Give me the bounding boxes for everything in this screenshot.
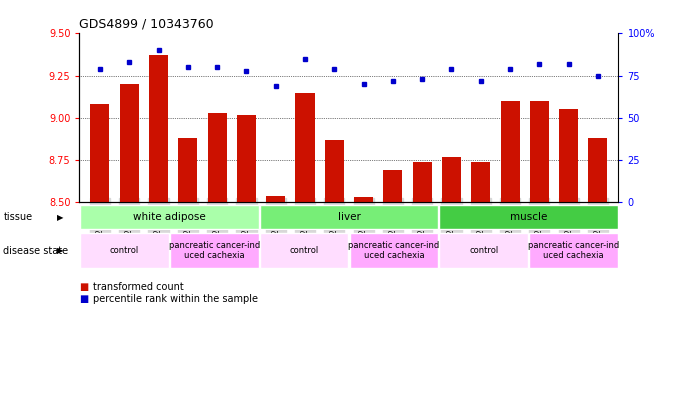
Bar bbox=[500, 101, 520, 202]
Bar bbox=[325, 140, 344, 202]
Bar bbox=[120, 84, 139, 202]
Text: pancreatic cancer-ind
uced cachexia: pancreatic cancer-ind uced cachexia bbox=[528, 241, 619, 260]
Bar bbox=[260, 205, 438, 230]
Text: ■: ■ bbox=[79, 294, 88, 304]
Bar bbox=[350, 233, 438, 268]
Bar bbox=[529, 233, 618, 268]
Bar bbox=[530, 101, 549, 202]
Text: disease state: disease state bbox=[3, 246, 68, 255]
Bar bbox=[207, 113, 227, 202]
Bar bbox=[170, 233, 258, 268]
Bar bbox=[559, 109, 578, 202]
Text: percentile rank within the sample: percentile rank within the sample bbox=[93, 294, 258, 304]
Bar bbox=[237, 114, 256, 202]
Text: ▶: ▶ bbox=[57, 213, 63, 222]
Text: ■: ■ bbox=[79, 282, 88, 292]
Text: liver: liver bbox=[337, 212, 361, 222]
Text: pancreatic cancer-ind
uced cachexia: pancreatic cancer-ind uced cachexia bbox=[169, 241, 260, 260]
Text: white adipose: white adipose bbox=[133, 212, 206, 222]
Bar bbox=[589, 138, 607, 202]
Text: control: control bbox=[469, 246, 498, 255]
Text: muscle: muscle bbox=[510, 212, 547, 222]
Bar bbox=[149, 55, 168, 202]
Text: transformed count: transformed count bbox=[93, 282, 184, 292]
Bar bbox=[354, 197, 373, 202]
Text: control: control bbox=[110, 246, 139, 255]
Bar bbox=[471, 162, 491, 202]
Bar bbox=[80, 205, 258, 230]
Bar bbox=[260, 233, 348, 268]
Text: ▶: ▶ bbox=[57, 246, 63, 255]
Text: GDS4899 / 10343760: GDS4899 / 10343760 bbox=[79, 18, 214, 31]
Text: tissue: tissue bbox=[3, 212, 32, 222]
Bar bbox=[296, 92, 314, 202]
Bar bbox=[439, 205, 618, 230]
Bar bbox=[91, 105, 109, 202]
Bar bbox=[442, 157, 461, 202]
Text: pancreatic cancer-ind
uced cachexia: pancreatic cancer-ind uced cachexia bbox=[348, 241, 439, 260]
Text: control: control bbox=[290, 246, 319, 255]
Bar bbox=[266, 196, 285, 202]
Bar bbox=[80, 233, 169, 268]
Bar bbox=[413, 162, 432, 202]
Bar bbox=[178, 138, 198, 202]
Bar bbox=[439, 233, 528, 268]
Bar bbox=[384, 170, 402, 202]
